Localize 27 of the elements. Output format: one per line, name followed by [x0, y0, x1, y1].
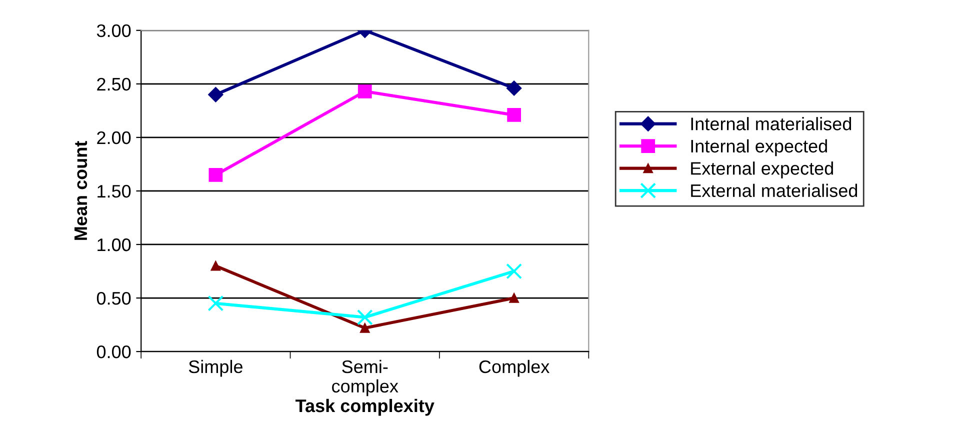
legend-label: External expected: [691, 162, 833, 178]
point: [208, 87, 224, 102]
y-tick-label: 1.50: [98, 184, 131, 198]
y-tick-label: 1.00: [98, 238, 131, 252]
point: [356, 309, 373, 326]
legend-label: Internal expected: [691, 139, 827, 156]
legend-label: Internal materialised: [691, 117, 852, 130]
point: [506, 80, 522, 96]
point: [360, 323, 370, 333]
x-tick-label: Semi- complex: [332, 360, 398, 396]
point: [210, 261, 221, 271]
point: [208, 295, 224, 312]
y-axis-title: Mean count: [74, 141, 88, 240]
point: [208, 168, 223, 182]
x-tick-label: Complex: [479, 360, 550, 377]
y-tick-label: 0.00: [96, 345, 131, 358]
point: [506, 263, 522, 280]
x-axis-title: Task complexity: [296, 398, 434, 416]
y-tick-label: 3.00: [96, 24, 131, 38]
point: [358, 84, 372, 98]
point: [509, 293, 519, 303]
y-tick-label: 0.50: [96, 292, 131, 305]
x-tick-label: Simple: [188, 360, 242, 377]
point: [507, 108, 522, 122]
legend-label: External materialised: [691, 184, 858, 198]
y-tick-label: 2.00: [97, 131, 131, 144]
y-tick-label: 2.50: [97, 78, 131, 91]
